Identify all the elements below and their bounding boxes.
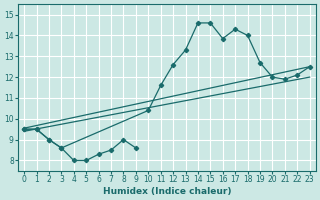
X-axis label: Humidex (Indice chaleur): Humidex (Indice chaleur) [103,187,231,196]
